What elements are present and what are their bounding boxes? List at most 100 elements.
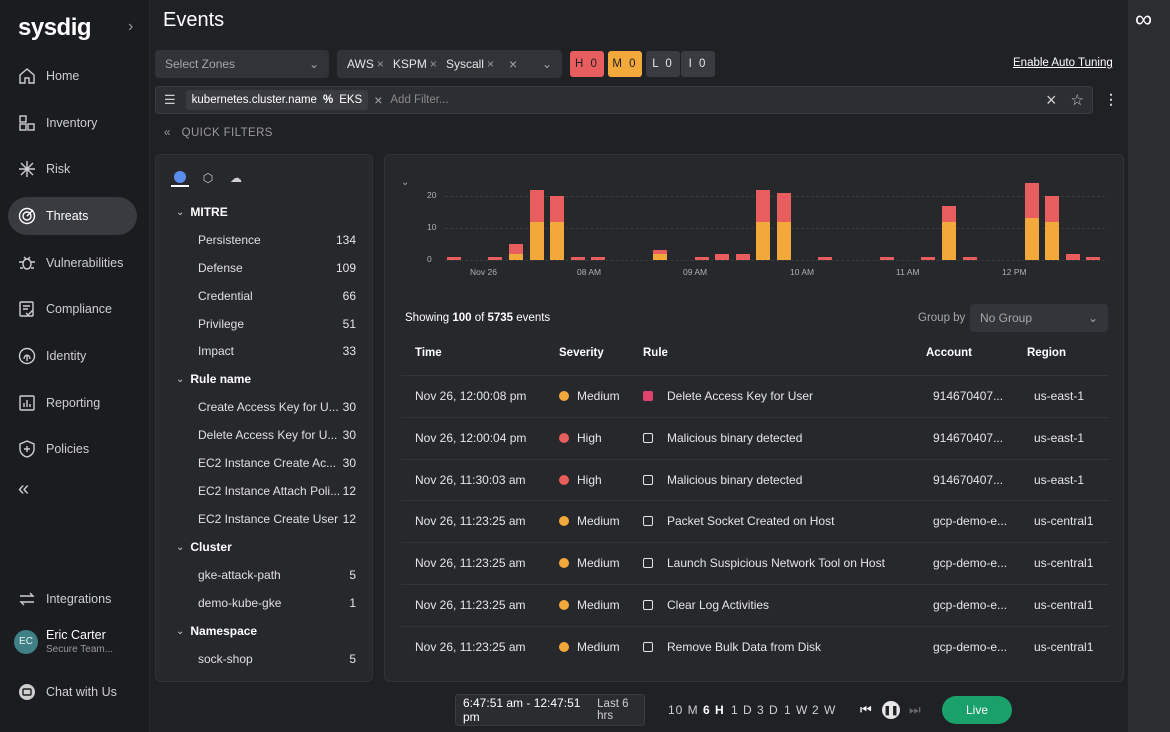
- column-header[interactable]: Severity: [559, 347, 604, 359]
- histogram-bar[interactable]: [756, 189, 771, 260]
- column-header[interactable]: Time: [415, 347, 442, 359]
- table-row[interactable]: Nov 26, 11:23:25 am Medium Launch Suspicio…: [401, 542, 1109, 583]
- table-row[interactable]: Nov 26, 12:00:04 pm High Malicious binary …: [401, 416, 1109, 458]
- group-by-select[interactable]: No Group ⌄: [970, 304, 1108, 332]
- histogram-bar[interactable]: [942, 205, 956, 260]
- tree-item[interactable]: Create Access Key for U... 30: [198, 400, 356, 414]
- range-option[interactable]: 10 M: [668, 703, 699, 717]
- chart-collapse-chevron-icon[interactable]: ⌄: [401, 177, 410, 188]
- chevron-down-icon[interactable]: ⌄: [541, 57, 552, 71]
- histogram-bar[interactable]: [1065, 253, 1080, 260]
- nav-reporting[interactable]: Reporting: [8, 384, 137, 422]
- tree-item[interactable]: EC2 Instance Attach Poli... 12: [198, 484, 356, 498]
- histogram-bar[interactable]: [488, 256, 503, 260]
- nav-threats[interactable]: Threats: [8, 197, 137, 235]
- tree-group-namespace[interactable]: ⌄ Namespace: [176, 624, 258, 638]
- tree-group-mitre[interactable]: ⌄ MITRE: [176, 205, 228, 219]
- histogram-bar[interactable]: [1024, 183, 1039, 260]
- nav-integrations[interactable]: Integrations: [8, 580, 137, 618]
- tree-item[interactable]: Delete Access Key for U... 30: [198, 428, 356, 442]
- source-chip[interactable]: AWS ×: [347, 57, 384, 71]
- histogram-bar[interactable]: [962, 256, 977, 260]
- histogram-bar[interactable]: [529, 189, 544, 260]
- quick-filters-toggle[interactable]: « QUICK FILTERS: [164, 127, 273, 139]
- clear-filters-icon[interactable]: ×: [1046, 89, 1057, 110]
- nav-risk[interactable]: Risk: [8, 150, 137, 188]
- time-range-picker[interactable]: 6:47:51 am - 12:47:51 pm Last 6 hrs: [455, 694, 645, 726]
- tree-group-rule-name[interactable]: ⌄ Rule name: [176, 372, 252, 386]
- severity-info-toggle[interactable]: I 0: [681, 51, 715, 77]
- container-tab-icon[interactable]: ⬡: [202, 171, 214, 185]
- tree-item[interactable]: Credential 66: [198, 289, 356, 303]
- add-filter-input[interactable]: Add Filter...: [390, 94, 449, 106]
- histogram-bar[interactable]: [715, 253, 730, 260]
- severity-low-toggle[interactable]: L 0: [646, 51, 680, 77]
- tree-item[interactable]: sock-shop 5: [198, 652, 356, 666]
- enable-auto-tuning-link[interactable]: Enable Auto Tuning: [1013, 57, 1113, 69]
- tree-item[interactable]: EC2 Instance Create User 12: [198, 512, 356, 526]
- clear-icon[interactable]: ×: [508, 56, 518, 72]
- source-chip[interactable]: Syscall ×: [445, 57, 494, 71]
- more-options-icon[interactable]: ⋮: [1104, 91, 1118, 107]
- histogram-bar[interactable]: [735, 253, 750, 260]
- histogram-bar[interactable]: [508, 244, 523, 260]
- source-chip[interactable]: KSPM ×: [392, 57, 437, 71]
- nav-home[interactable]: Home: [8, 57, 137, 95]
- tree-item[interactable]: Privilege 51: [198, 317, 356, 331]
- tree-item[interactable]: gke-attack-path 5: [198, 568, 356, 582]
- user-profile[interactable]: EC Eric Carter Secure Team...: [14, 628, 113, 655]
- collapse-sidebar-icon[interactable]: «: [18, 478, 30, 500]
- histogram-bar[interactable]: [880, 256, 895, 260]
- table-row[interactable]: Nov 26, 11:23:25 am Medium Clear Log Activ…: [401, 584, 1109, 625]
- sources-select[interactable]: AWS × KSPM × Syscall × × ⌄: [337, 50, 562, 78]
- tree-item[interactable]: Defense 109: [198, 261, 356, 275]
- tree-item[interactable]: EC2 Instance Create Ac... 30: [198, 456, 356, 470]
- column-header[interactable]: Account: [926, 347, 972, 359]
- histogram-bar[interactable]: [1086, 256, 1101, 260]
- skip-back-icon[interactable]: ⏮: [860, 702, 872, 717]
- histogram-bar[interactable]: [550, 196, 565, 260]
- table-row[interactable]: Nov 26, 11:30:03 am High Malicious binary …: [401, 458, 1109, 500]
- nav-compliance[interactable]: Compliance: [8, 290, 137, 328]
- cloud-tab-icon[interactable]: ☁: [230, 171, 242, 185]
- tree-item[interactable]: demo-kube-gke 1: [198, 596, 356, 610]
- star-icon[interactable]: ☆: [1070, 92, 1084, 109]
- histogram-bar[interactable]: [570, 256, 585, 260]
- table-row[interactable]: Nov 26, 11:23:25 am Medium Packet Socket C…: [401, 500, 1109, 541]
- sysdig-logo[interactable]: sysdig: [18, 14, 92, 41]
- nav-chat[interactable]: Chat with Us: [8, 673, 137, 711]
- histogram-bar[interactable]: [777, 192, 791, 260]
- zones-select[interactable]: Select Zones ⌄: [155, 50, 329, 78]
- table-row[interactable]: Nov 26, 12:00:08 pm Medium Delete Access K…: [401, 375, 1109, 416]
- nav-identity[interactable]: Identity: [8, 337, 137, 375]
- range-option[interactable]: 3 D: [757, 703, 779, 717]
- pause-icon[interactable]: ❚❚: [882, 701, 900, 719]
- active-filter-tag[interactable]: kubernetes.cluster.name% EKS: [185, 90, 369, 110]
- range-option[interactable]: 1 D: [731, 703, 753, 717]
- filter-icon[interactable]: ☰: [164, 92, 176, 107]
- expand-sidebar-chevron-icon[interactable]: ›: [128, 18, 134, 35]
- tree-item[interactable]: Impact 33: [198, 344, 356, 358]
- filter-bar[interactable]: ☰ kubernetes.cluster.name% EKS × Add Filt…: [155, 86, 1093, 114]
- column-header[interactable]: Region: [1027, 347, 1066, 359]
- histogram-bar[interactable]: [818, 256, 833, 260]
- nav-inventory[interactable]: Inventory: [8, 104, 137, 142]
- skip-forward-icon[interactable]: ⏭: [909, 702, 921, 717]
- range-option[interactable]: 6 H: [703, 703, 725, 717]
- live-button[interactable]: Live: [942, 696, 1012, 724]
- histogram-bar[interactable]: [921, 256, 936, 260]
- infinity-icon[interactable]: ∞: [1135, 6, 1153, 33]
- histogram-bar[interactable]: [653, 250, 668, 260]
- histogram-bar[interactable]: [694, 256, 709, 260]
- severity-high-toggle[interactable]: H 0: [570, 51, 604, 77]
- severity-medium-toggle[interactable]: M 0: [608, 51, 642, 77]
- range-option[interactable]: 1 W: [784, 703, 809, 717]
- histogram-bar[interactable]: [591, 256, 606, 260]
- column-header[interactable]: Rule: [643, 347, 668, 359]
- histogram-bar[interactable]: [447, 256, 461, 260]
- tree-group-cluster[interactable]: ⌄ Cluster: [176, 540, 232, 554]
- remove-filter-icon[interactable]: ×: [374, 92, 383, 108]
- tree-item[interactable]: Persistence 134: [198, 233, 356, 247]
- histogram-bar[interactable]: [1045, 196, 1060, 260]
- range-option[interactable]: 2 W: [812, 703, 837, 717]
